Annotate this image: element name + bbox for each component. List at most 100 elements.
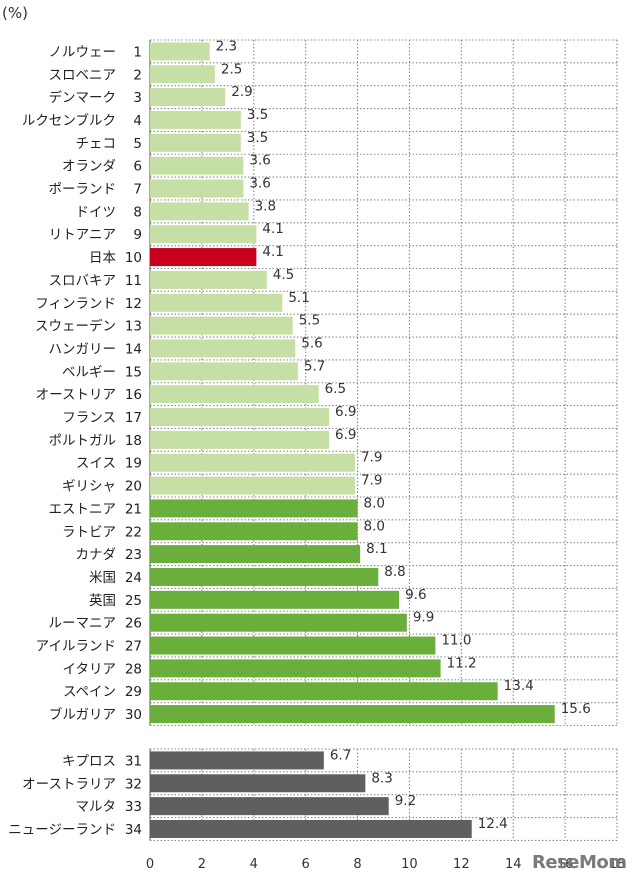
country-label: 英国 [89,592,116,609]
country-label: スイス [76,456,116,472]
value-label: 8.0 [364,518,385,534]
country-label: フィンランド [35,296,116,312]
bar [150,248,257,267]
value-label: 5.5 [299,313,320,329]
rank-label: 2 [133,67,142,83]
value-label: 4.5 [273,267,294,283]
country-label: ギリシャ [62,479,116,495]
bar [150,567,379,586]
bar [150,293,283,312]
value-label: 5.7 [304,358,325,374]
bar [150,476,355,495]
country-label: ハンガリー [49,341,117,357]
value-label: 13.4 [504,678,534,694]
x-tick-label: 14 [505,857,522,872]
rank-label: 27 [125,639,142,655]
country-label: イタリア [63,661,116,677]
value-label: 5.1 [288,290,309,306]
bar [150,659,441,678]
bar [150,590,400,609]
value-label: 8.1 [366,541,387,557]
country-label: ルクセンブルク [22,112,116,129]
x-tick-label: 10 [401,857,418,872]
value-label: 9.2 [395,793,416,809]
rank-label: 29 [125,684,142,700]
rank-label: 11 [125,273,142,289]
value-label: 3.6 [249,153,270,169]
value-label: 7.9 [361,473,382,489]
value-label: 3.5 [247,107,268,123]
country-label: スロバキア [49,273,117,289]
value-label: 7.9 [361,450,382,466]
bar [150,202,249,221]
rank-label: 25 [125,593,142,609]
x-axis-ticks: 0 2 4 6 8 10 12 14 16 18 [146,857,625,872]
rank-label: 34 [125,822,142,838]
rank-label: 19 [125,456,142,472]
bar [150,499,358,518]
country-label: ノルウェー [49,44,117,60]
value-label: 8.3 [371,770,392,786]
country-label: ルーマニア [49,616,117,632]
country-label: 日本 [89,250,116,266]
x-tick-label: 6 [302,857,310,872]
bar [150,65,215,84]
country-label: オーストラリア [22,776,116,792]
rank-label: 3 [133,90,142,106]
x-tick-label: 4 [250,857,258,872]
value-label: 3.6 [249,176,270,192]
bar [150,179,244,198]
rank-label: 33 [125,799,142,815]
value-label: 2.9 [231,84,252,100]
rank-label: 9 [133,227,142,243]
country-label: スウェーデン [35,318,116,335]
rank-label: 4 [133,113,142,129]
bar [150,430,330,449]
value-label: 12.4 [478,816,508,832]
rank-label: 31 [125,753,142,769]
country-label: フランス [62,410,116,426]
country-label: オーストリア [36,387,116,403]
rank-label: 23 [125,547,142,563]
bar [150,339,296,358]
bar [150,682,498,701]
rank-label: 8 [133,204,142,220]
value-label: 2.5 [221,61,242,77]
country-label: マルタ [76,799,117,815]
rank-label: 32 [125,776,142,792]
x-tick-label: 0 [146,857,154,872]
bar [150,751,324,770]
bar [150,362,298,381]
rank-label: 13 [125,319,142,335]
country-label: ブルガリア [49,706,116,723]
country-label: デンマーク [49,89,117,106]
value-label: 6.9 [335,404,356,420]
bar [150,316,293,335]
x-tick-label: 2 [198,857,206,872]
bar [150,453,355,472]
rank-label: 22 [125,524,142,540]
bar [150,156,244,175]
rank-label: 5 [133,136,142,152]
bar [150,270,267,289]
country-label: アイルランド [36,639,116,655]
value-label: 4.1 [262,221,283,237]
bar [150,774,366,793]
value-label: 11.2 [447,655,477,671]
rank-label: 30 [125,707,142,723]
bar [150,225,257,244]
rank-label: 24 [125,570,142,586]
bar [150,42,210,61]
country-label: スペイン [63,684,116,700]
country-label: カナダ [76,547,117,563]
country-label: ニュージーランド [8,822,116,838]
rank-label: 14 [125,341,142,357]
country-label: ポーランド [49,182,117,198]
grid-lines [149,39,619,841]
rank-label: 26 [125,616,142,632]
rank-label: 28 [125,661,142,677]
bar [150,636,436,655]
value-label: 8.8 [384,564,405,580]
country-label: キプロス [62,753,116,769]
rank-label: 21 [125,501,142,517]
